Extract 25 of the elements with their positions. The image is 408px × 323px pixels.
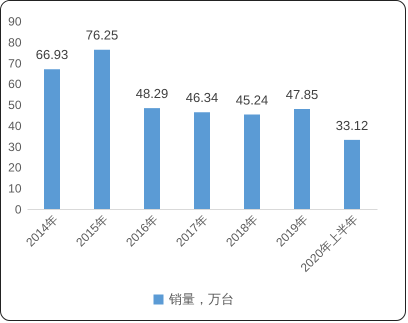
- data-label: 48.29: [136, 86, 168, 102]
- bar: [144, 108, 160, 209]
- y-tick-label: 90: [8, 14, 22, 28]
- data-label: 47.85: [286, 87, 318, 102]
- y-tick-label: 10: [8, 182, 22, 196]
- data-label: 66.93: [36, 47, 68, 62]
- bar: [44, 69, 60, 209]
- data-label: 33.12: [336, 118, 368, 133]
- y-tick-label: 80: [8, 35, 22, 50]
- data-label: 45.24: [236, 92, 268, 108]
- y-tick-label: 40: [8, 118, 22, 133]
- y-tick-label: 60: [8, 77, 22, 92]
- y-tick-label: 50: [8, 98, 22, 112]
- bar: [344, 140, 360, 209]
- bar: [294, 109, 310, 209]
- bar: [194, 112, 210, 209]
- y-tick-label: 20: [8, 160, 22, 175]
- data-label: 76.25: [86, 28, 118, 43]
- bar: [94, 50, 110, 209]
- legend-label: 销量，万台: [168, 292, 234, 306]
- y-tick-label: 0: [14, 202, 22, 216]
- bar: [244, 114, 260, 209]
- y-tick-label: 70: [8, 56, 22, 70]
- data-label: 46.34: [186, 90, 218, 106]
- y-tick-label: 30: [8, 140, 22, 154]
